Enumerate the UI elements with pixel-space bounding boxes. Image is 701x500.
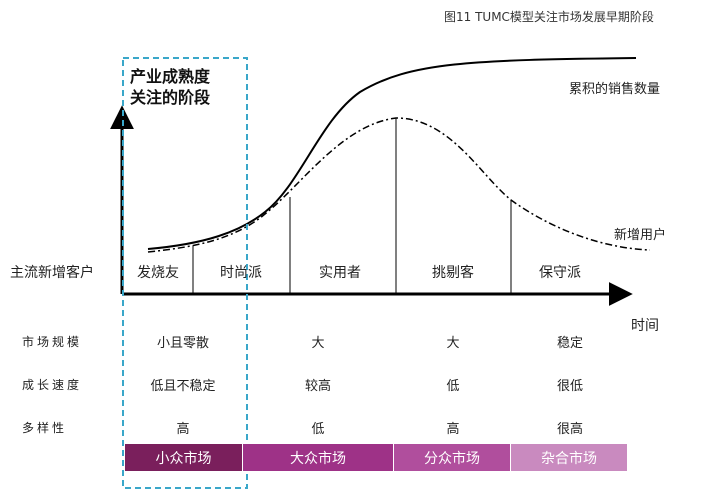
market-bar-hybrid: 杂合市场 — [511, 444, 627, 471]
y-axis-label: 主流新增客户 — [10, 265, 94, 281]
row-label-growth-speed: 成长速度 — [22, 378, 83, 392]
new-users-label: 新增用户 — [614, 228, 667, 243]
cell-market-size-segment: 大 — [446, 336, 460, 351]
segment-enthusiasts: 发烧友 — [137, 265, 179, 281]
cell-market-size-mass: 大 — [311, 336, 325, 351]
market-bar-niche: 小众市场 — [125, 444, 242, 471]
segment-critics: 挑剔客 — [432, 265, 474, 281]
cell-growth-niche: 低且不稳定 — [150, 379, 216, 394]
focus-stage-box — [122, 57, 248, 489]
cell-market-size-niche: 小且零散 — [156, 336, 210, 351]
segment-pragmatists: 实用者 — [319, 265, 361, 281]
focus-title-line1: 产业成熟度 — [130, 67, 211, 86]
cumulative-sales-curve — [147, 57, 637, 250]
market-bar-segmented: 分众市场 — [394, 444, 510, 471]
cell-market-size-hybrid: 稳定 — [556, 336, 584, 351]
new-users-curve — [147, 117, 651, 253]
cell-growth-hybrid: 很低 — [556, 379, 584, 394]
cell-growth-mass: 较高 — [304, 379, 332, 394]
cumulative-sales-label: 累积的销售数量 — [569, 82, 661, 97]
cell-diversity-niche: 高 — [176, 422, 190, 437]
market-bar-mass: 大众市场 — [243, 444, 393, 471]
row-label-diversity: 多样性 — [22, 421, 68, 435]
segment-trendsetters: 时尚派 — [220, 265, 262, 281]
row-label-market-size: 市场规模 — [22, 335, 83, 349]
figure-title: 图11 TUMC模型关注市场发展早期阶段 — [444, 10, 654, 24]
cell-growth-segment: 低 — [446, 379, 460, 394]
x-axis-label: 时间 — [631, 318, 659, 334]
segment-conservatives: 保守派 — [539, 265, 581, 281]
cell-diversity-segment: 高 — [446, 422, 460, 437]
focus-box-title: 产业成熟度 关注的阶段 — [130, 66, 210, 108]
focus-title-line2: 关注的阶段 — [130, 88, 211, 107]
cell-diversity-mass: 低 — [311, 422, 325, 437]
cell-diversity-hybrid: 很高 — [556, 422, 584, 437]
